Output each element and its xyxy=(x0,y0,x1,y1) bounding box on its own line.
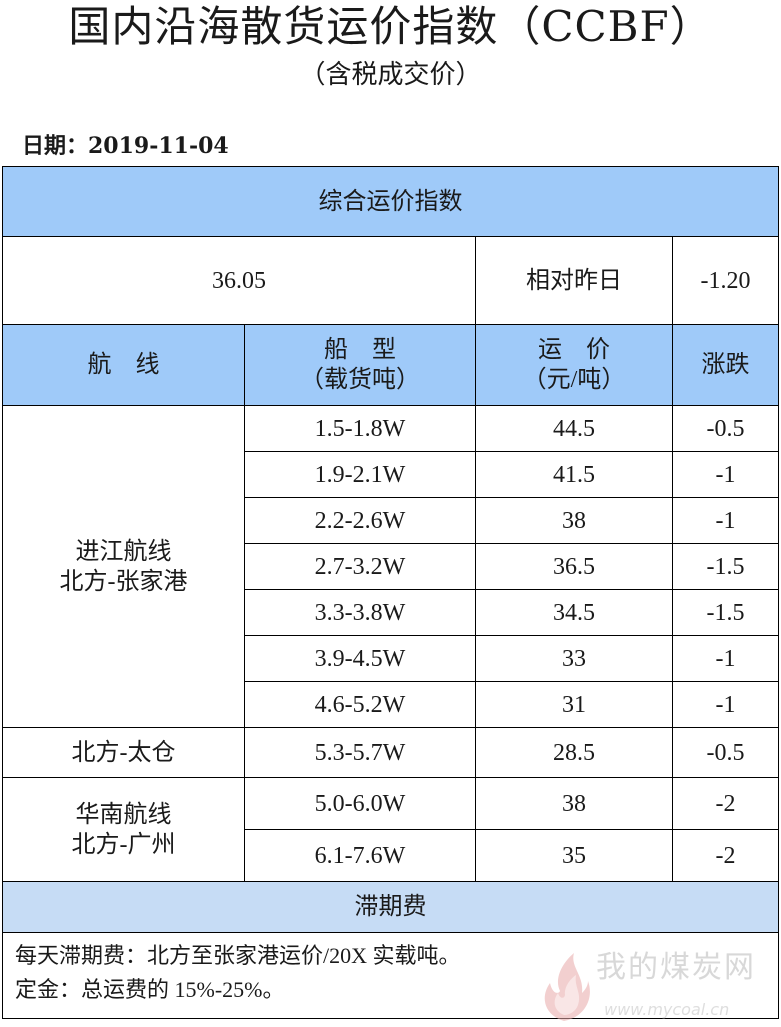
route-segment: 北方-广州 xyxy=(71,831,176,858)
watermark-url: www.mycoal.cn xyxy=(604,1000,730,1019)
demurrage-header: 滞期费 xyxy=(2,881,779,933)
ship-type-cell: 5.0-6.0W xyxy=(244,777,476,830)
route-cell: 华南航线 北方-广州 xyxy=(2,777,245,882)
col-header-ship-type-line1: 船 型 xyxy=(324,337,396,363)
change-cell: -2 xyxy=(672,829,779,882)
report-date: 日期：2019-11-04 xyxy=(22,133,229,159)
demurrage-daily-fee: 每天滞期费：北方至张家港运价/20X 实载吨。 xyxy=(15,943,461,968)
table-row: 1.9-2.1W 41.5 -1 xyxy=(3,451,779,498)
change-cell: -1 xyxy=(672,681,779,728)
price-cell: 38 xyxy=(475,777,673,830)
change-cell: -1 xyxy=(672,635,779,682)
col-header-route: 航 线 xyxy=(2,324,245,406)
change-cell: -2 xyxy=(672,777,779,830)
price-cell: 28.5 xyxy=(475,727,673,778)
page-subtitle: （含税成交价） xyxy=(299,60,482,90)
price-cell: 36.5 xyxy=(475,543,673,590)
composite-index-value: 36.05 xyxy=(2,236,476,325)
change-cell: -1.5 xyxy=(672,589,779,636)
page-title: 国内沿海散货运价指数（CCBF） xyxy=(68,2,713,51)
price-cell: 44.5 xyxy=(475,405,673,452)
composite-index-change: -1.20 xyxy=(672,236,779,325)
ship-type-cell: 1.5-1.8W xyxy=(244,405,476,452)
ship-type-cell: 3.3-3.8W xyxy=(244,589,476,636)
price-cell: 38 xyxy=(475,497,673,544)
price-cell: 34.5 xyxy=(475,589,673,636)
change-cell: -1 xyxy=(672,451,779,498)
ship-type-cell: 1.9-2.1W xyxy=(244,451,476,498)
ship-type-cell: 2.7-3.2W xyxy=(244,543,476,590)
demurrage-notes: 每天滞期费：北方至张家港运价/20X 实载吨。 定金：总运费的 15%-25%。… xyxy=(2,932,779,1021)
route-name: 进江航线 xyxy=(75,538,172,565)
col-header-price-line1: 运 价 xyxy=(538,337,610,363)
ship-type-cell: 6.1-7.6W xyxy=(244,829,476,882)
watermark: 我的煤炭网 www.mycoal.cn xyxy=(534,945,764,1025)
table-row: 3.9-4.5W 33 -1 xyxy=(3,635,779,682)
route-name: 华南航线 xyxy=(75,801,172,828)
change-cell: -0.5 xyxy=(672,405,779,452)
route-cell: 北方-太仓 xyxy=(2,727,245,778)
table-row: 2.7-3.2W 36.5 -1.5 xyxy=(3,543,779,590)
table-row: 2.2-2.6W 38 -1 xyxy=(3,497,779,544)
ship-type-cell: 2.2-2.6W xyxy=(244,497,476,544)
freight-index-table: 综合运价指数 36.05 相对昨日 -1.20 航 线 船 型 （载货吨） 运 … xyxy=(2,166,779,1021)
change-cell: -0.5 xyxy=(672,727,779,778)
table-row: 3.3-3.8W 34.5 -1.5 xyxy=(3,589,779,636)
price-cell: 35 xyxy=(475,829,673,882)
composite-index-header: 综合运价指数 xyxy=(2,166,779,237)
ship-type-cell: 5.3-5.7W xyxy=(244,727,476,778)
price-cell: 31 xyxy=(475,681,673,728)
col-header-ship-type: 船 型 （载货吨） xyxy=(244,324,476,406)
col-header-ship-type-line2: （载货吨） xyxy=(300,367,420,393)
deposit-note: 定金：总运费的 15%-25%。 xyxy=(15,977,285,1002)
change-cell: -1 xyxy=(672,497,779,544)
ship-type-cell: 4.6-5.2W xyxy=(244,681,476,728)
table-row: 华南航线 北方-广州 5.0-6.0W 38 -2 xyxy=(2,777,779,882)
compare-label: 相对昨日 xyxy=(475,236,673,325)
table-row: 北方-太仓 5.3-5.7W 28.5 -0.5 xyxy=(2,727,779,778)
table-row: 进江航线 北方-张家港 1.5-1.8W 44.5 -0.5 xyxy=(2,405,779,728)
col-header-price: 运 价 （元/吨） xyxy=(475,324,673,406)
watermark-text: 我的煤炭网 xyxy=(596,950,756,985)
col-header-price-line2: （元/吨） xyxy=(522,367,626,393)
table-row: 4.6-5.2W 31 -1 xyxy=(3,681,779,728)
change-cell: -1.5 xyxy=(672,543,779,590)
ship-type-cell: 3.9-4.5W xyxy=(244,635,476,682)
price-cell: 33 xyxy=(475,635,673,682)
flame-logo-icon xyxy=(544,953,590,1021)
price-cell: 41.5 xyxy=(475,451,673,498)
route-cell: 进江航线 北方-张家港 xyxy=(2,405,245,728)
col-header-change: 涨跌 xyxy=(672,324,779,406)
route-segment: 北方-张家港 xyxy=(59,568,188,595)
